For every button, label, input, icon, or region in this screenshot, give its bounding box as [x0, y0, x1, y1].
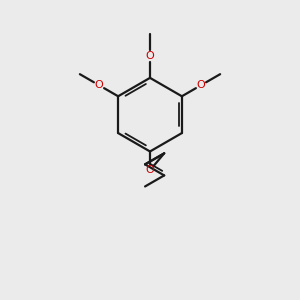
- Text: O: O: [146, 51, 154, 61]
- Text: O: O: [196, 80, 206, 90]
- Text: O: O: [146, 165, 154, 175]
- Text: O: O: [94, 80, 103, 90]
